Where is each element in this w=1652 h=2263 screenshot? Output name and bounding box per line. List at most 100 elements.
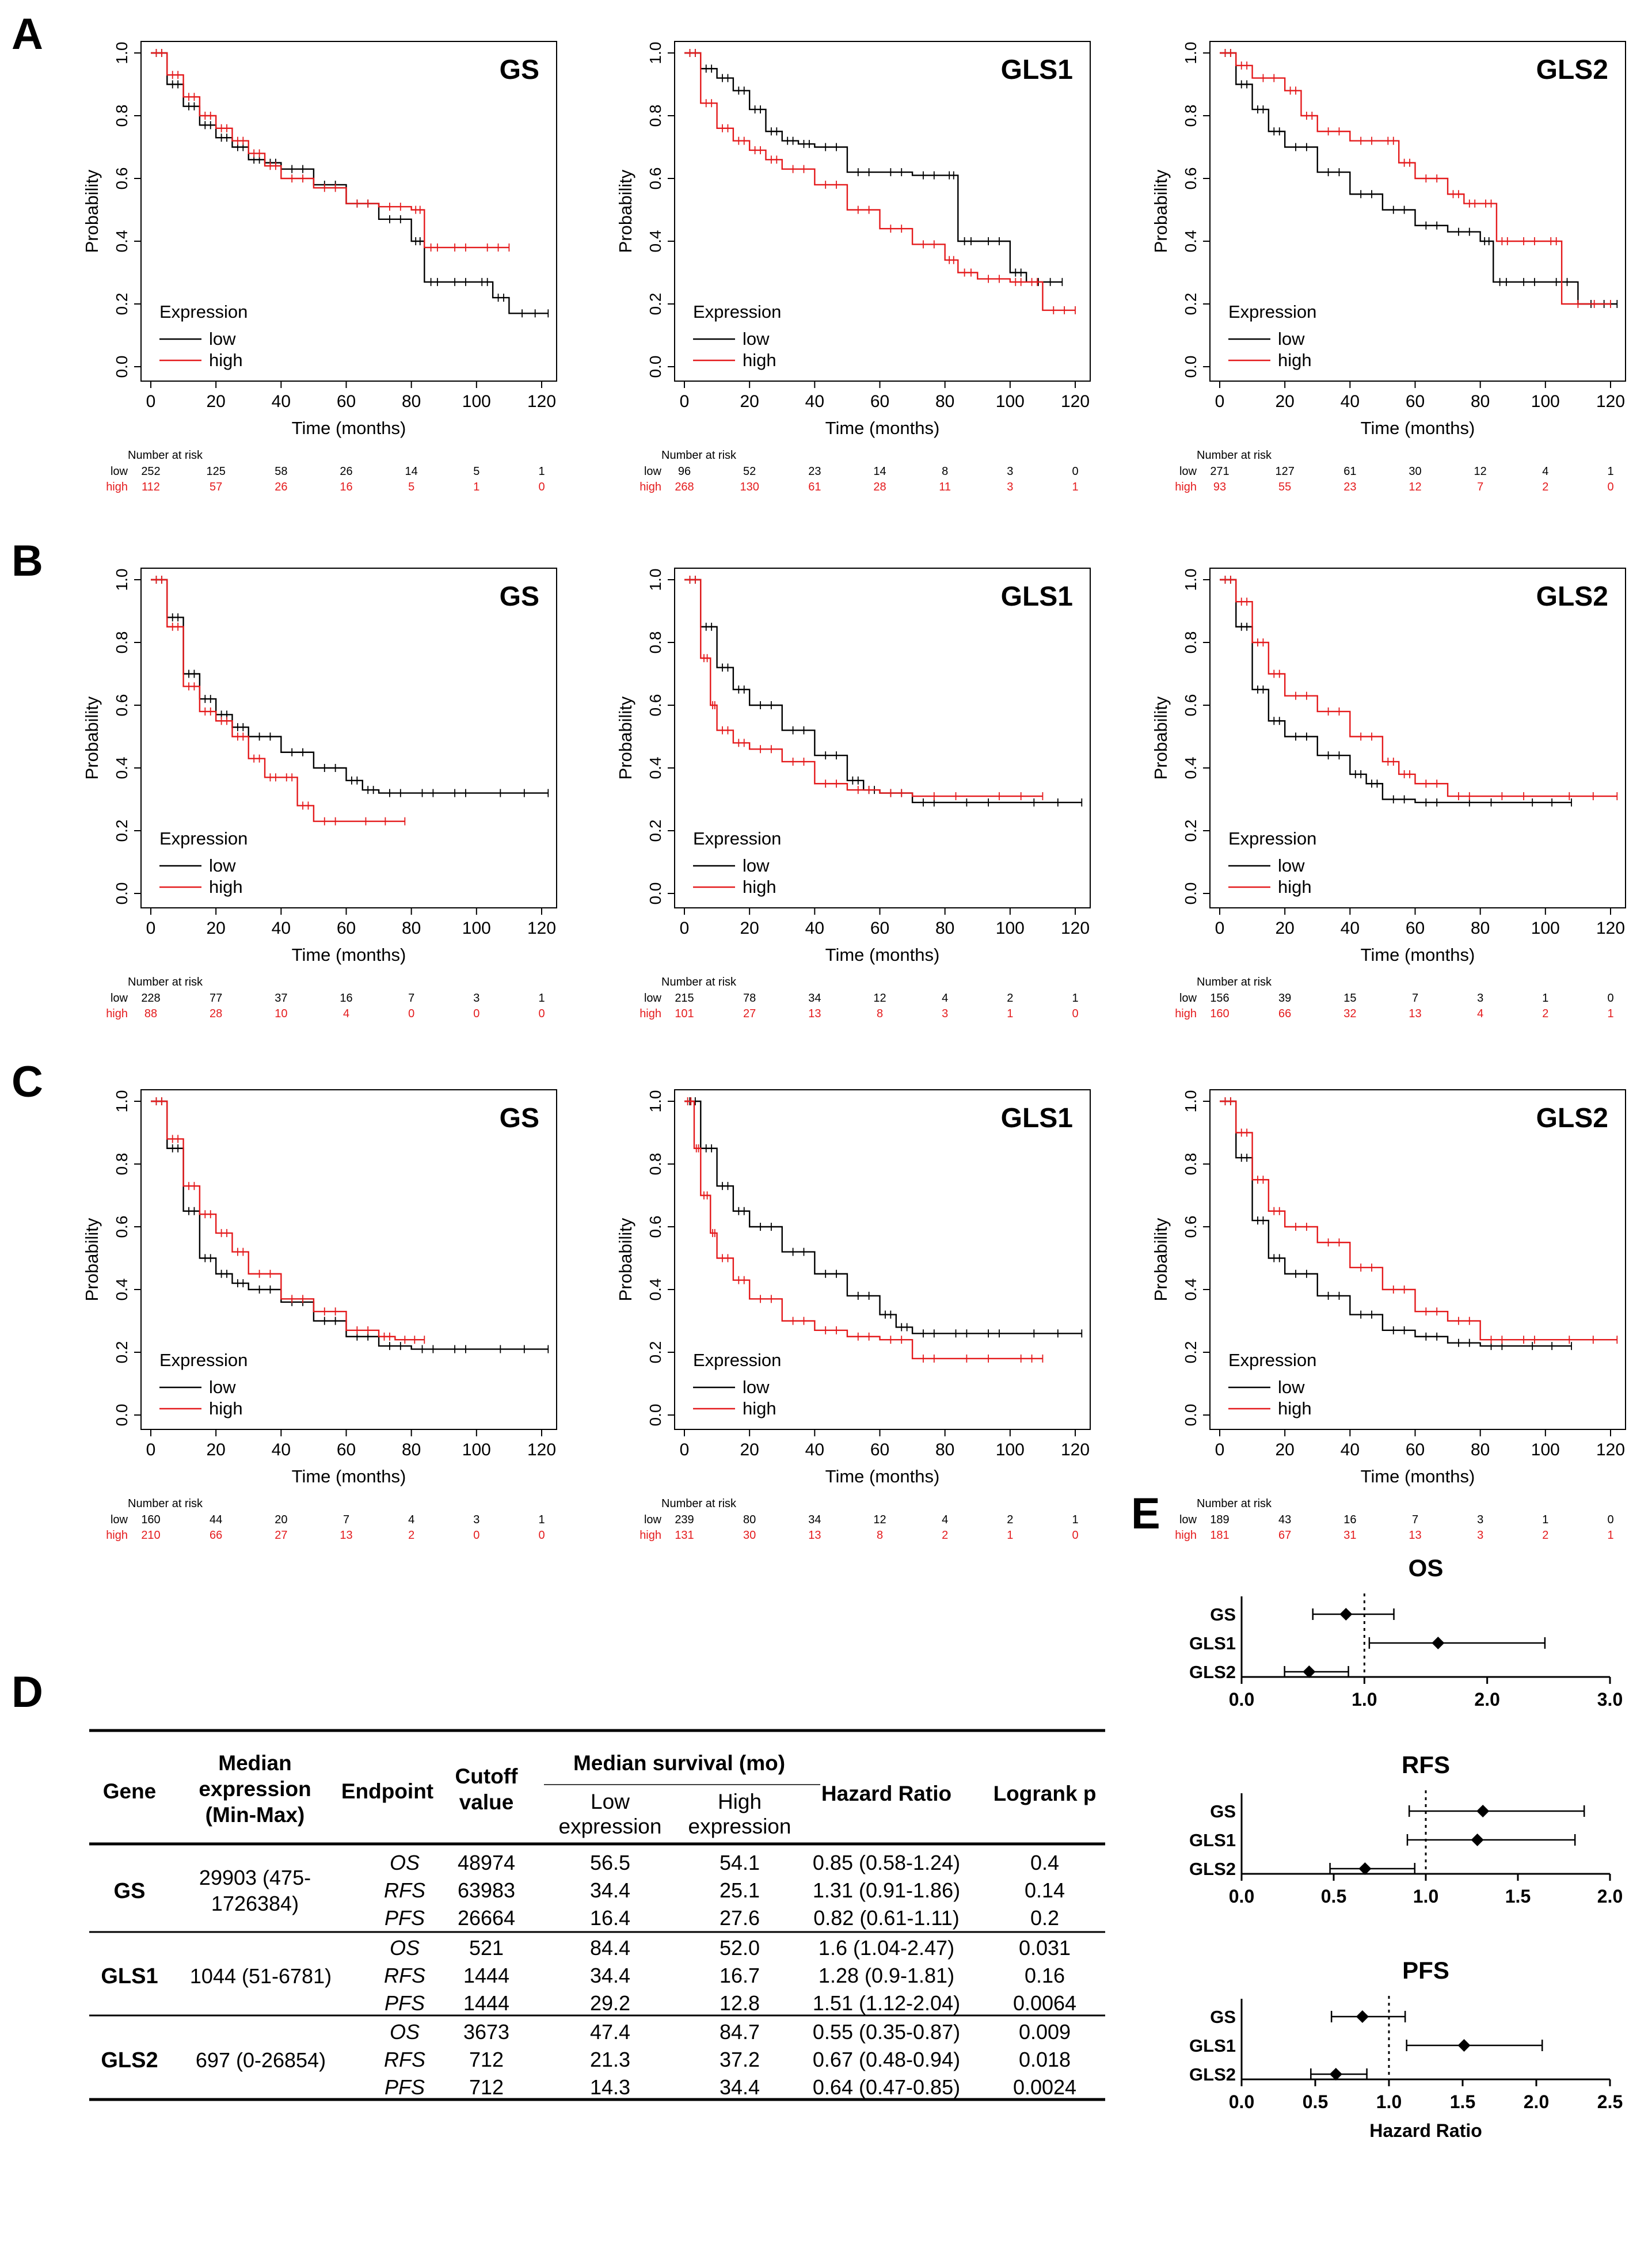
cell-logrank: 0.14 [1025,1878,1065,1902]
y-tick-label: 0.0 [113,356,131,378]
forest-x-tick-label: 1.0 [1376,2091,1402,2112]
header-low-expression: Low [591,1790,630,1813]
risk-high-value: 31 [1343,1529,1356,1542]
x-tick-label: 100 [996,392,1025,411]
risk-high-value: 11 [939,481,951,493]
risk-low-value: 1 [1607,465,1613,478]
cell-cutoff: 521 [469,1936,504,1960]
forest-x-tick-label: 2.0 [1524,2091,1549,2112]
cell-high-expression: 37.2 [720,2048,760,2071]
risk-high-value: 12 [1409,481,1421,493]
x-axis-label: Time (months) [825,945,940,965]
risk-high-value: 13 [1409,1007,1421,1020]
x-tick-label: 120 [1596,1440,1625,1459]
y-tick-label: 0.0 [1182,883,1200,905]
risk-high-label: high [106,1529,128,1542]
cell-logrank: 0.16 [1025,1964,1065,1987]
forest-title: PFS [1402,1957,1449,1984]
x-tick-label: 100 [1531,1440,1560,1459]
cell-endpoint: PFS [385,2075,425,2099]
cell-cutoff: 712 [469,2075,504,2099]
forest-plot-PFS: PFS 0.0 0.5 1.0 1.5 2.0 2.5 Hazard Ratio GS GLS1 G… [1189,1957,1623,2141]
x-tick-label: 80 [1471,919,1490,938]
y-tick-label: 0.4 [646,230,664,253]
cell-high-expression: 34.4 [720,2075,760,2099]
panel-letter: B [12,537,43,585]
risk-high-value: 4 [343,1007,349,1020]
risk-high-value: 27 [275,1529,287,1542]
risk-low-value: 0 [1072,465,1078,478]
x-tick-label: 100 [462,919,491,938]
risk-low-value: 1 [1542,1513,1548,1526]
forest-plot-RFS: RFS 0.0 0.5 1.0 1.5 2.0 GS GLS1 GLS2 [1189,1751,1623,1907]
risk-high-value: 4 [1477,1007,1483,1020]
risk-low-value: 16 [340,992,352,1005]
cell-median-expression: 29903 (475- [199,1866,311,1889]
forest-row-label: GLS1 [1189,1830,1236,1850]
x-tick-label: 20 [1275,392,1294,411]
risk-low-value: 7 [1412,1513,1418,1526]
legend-title: Expression [159,828,248,849]
plot-frame [1209,41,1626,382]
risk-high-value: 26 [275,481,287,493]
risk-high-value: 2 [1542,1007,1548,1020]
risk-high-value: 1 [1007,1007,1013,1020]
risk-high-value: 55 [1278,481,1291,493]
risk-high-value: 210 [141,1529,160,1542]
x-tick-label: 40 [272,392,291,411]
risk-high-value: 32 [1343,1007,1356,1020]
y-tick-label: 0.8 [1182,105,1200,127]
x-tick-label: 0 [1215,392,1225,411]
risk-low-value: 3 [1477,992,1483,1005]
cell-high-expression: 27.6 [720,1906,760,1930]
cell-endpoint: OS [390,1936,420,1960]
y-axis-label: Probability [1151,169,1171,253]
cell-hazard-ratio: 1.28 (0.9-1.81) [819,1964,954,1987]
risk-low-value: 12 [873,1513,886,1526]
y-tick-label: 0.6 [646,1216,664,1238]
legend-label-low: low [743,855,770,876]
x-tick-label: 80 [935,919,954,938]
risk-low-value: 1 [1542,992,1548,1005]
risk-high-value: 268 [675,481,694,493]
legend-title: Expression [693,828,781,849]
cell-low-expression: 56.5 [590,1851,630,1874]
risk-low-value: 80 [743,1513,756,1526]
y-tick-label: 0.8 [1182,1153,1200,1176]
risk-high-value: 0 [538,1007,545,1020]
km-curve-low [1220,579,1572,804]
y-tick-label: 0.8 [646,105,664,127]
y-tick-label: 0.4 [1182,1279,1200,1301]
x-tick-label: 0 [680,919,690,938]
header-logrank: Logrank p [994,1782,1097,1805]
risk-low-value: 61 [1343,465,1356,478]
y-tick-label: 0.6 [113,694,131,717]
y-tick-label: 0.6 [1182,1216,1200,1238]
risk-high-value: 66 [1278,1007,1291,1020]
legend-label-low: low [743,329,770,349]
risk-high-value: 23 [1343,481,1356,493]
x-tick-label: 120 [1061,919,1090,938]
cell-high-expression: 12.8 [720,1991,760,2015]
y-tick-label: 1.0 [646,42,664,64]
x-tick-label: 80 [402,392,421,411]
x-tick-label: 120 [1061,392,1090,411]
y-tick-label: 0.6 [113,1216,131,1238]
hazard-ratio-point [1432,1637,1445,1649]
cell-low-expression: 84.4 [590,1936,630,1960]
km-curve-high [1220,52,1611,305]
x-axis-label: Time (months) [825,1466,940,1486]
header-median-expression: (Min-Max) [205,1803,305,1827]
x-tick-label: 60 [870,392,889,411]
y-tick-label: 1.0 [1182,42,1200,64]
cell-hazard-ratio: 0.67 (0.48-0.94) [813,2048,960,2071]
forest-x-tick-label: 2.0 [1597,1886,1623,1907]
forest-x-axis-label: Hazard Ratio [1369,2120,1482,2141]
gene-title: GLS1 [1001,55,1073,85]
plot-frame [1209,568,1626,908]
risk-high-value: 13 [1409,1529,1421,1542]
risk-high-value: 13 [808,1007,821,1020]
cell-hazard-ratio: 0.64 (0.47-0.85) [813,2075,960,2099]
